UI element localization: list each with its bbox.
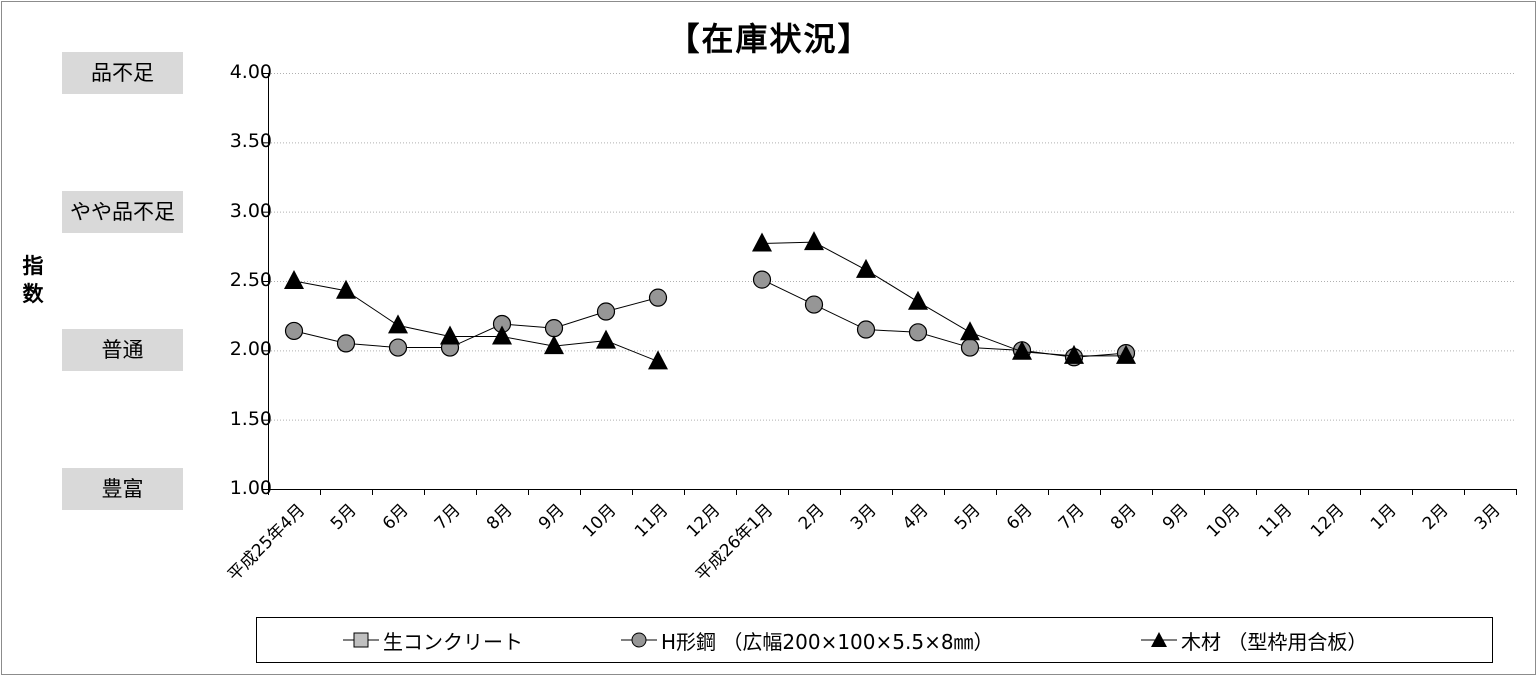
- legend-label: H形鋼 （広幅200×100×5.5×8㎜）: [661, 629, 994, 654]
- data-point-triangle: [648, 350, 668, 370]
- y-tick-label: 3.50: [229, 130, 272, 153]
- y-tick-label: 2.50: [229, 269, 272, 291]
- y-axis-label: 指数: [18, 252, 48, 308]
- data-point-triangle: [804, 231, 824, 251]
- chart-title: 【在庫状況】: [667, 20, 872, 58]
- y-tick-label: 1.50: [229, 407, 272, 430]
- data-point-triangle: [492, 325, 512, 345]
- data-point-circle: [648, 288, 668, 307]
- data-point-triangle: [1012, 340, 1032, 360]
- data-point-circle: [284, 321, 304, 341]
- circle-marker-icon: [621, 632, 657, 648]
- data-point-circle: [960, 338, 980, 357]
- data-point-triangle: [908, 290, 928, 310]
- data-point-triangle: [284, 270, 304, 289]
- legend-item-h-beam: H形鋼 （広幅200×100×5.5×8㎜）: [621, 618, 994, 662]
- y-tick-label: 1.00: [229, 477, 272, 499]
- legend-label: 生コンクリート: [383, 629, 523, 654]
- data-point-triangle: [1116, 344, 1136, 364]
- y-axis-label-char: 指数: [18, 252, 48, 308]
- data-point-triangle: [596, 329, 616, 349]
- level-label: 品不足: [62, 52, 183, 94]
- data-point-circle: [856, 320, 876, 339]
- y-axis-label-char: 指: [22, 254, 44, 278]
- data-point-circle: [336, 334, 356, 353]
- data-point-circle: [596, 302, 616, 321]
- level-label: 普通: [62, 329, 183, 372]
- legend-item-lumber: 木材 （型枠用合板）: [1141, 618, 1367, 662]
- y-axis-label-char: 数: [22, 282, 44, 306]
- legend: 生コンクリート H形鋼 （広幅200×100×5.5×8㎜） 木材 （型枠用合板…: [256, 617, 1493, 663]
- data-point-triangle: [544, 335, 564, 355]
- legend-label: 木材 （型枠用合板）: [1181, 629, 1368, 654]
- data-point-circle: [908, 323, 928, 342]
- data-point-triangle: [856, 258, 876, 278]
- data-point-circle: [544, 319, 564, 338]
- triangle-marker-icon: [1141, 632, 1177, 647]
- level-label: やや品不足: [62, 190, 183, 233]
- series-line: [761, 241, 1126, 357]
- data-point-circle: [752, 270, 772, 289]
- y-tick-label: 3.00: [229, 199, 272, 222]
- data-point-circle: [388, 338, 408, 357]
- y-tick-label: 4.00: [229, 61, 272, 83]
- data-point-triangle: [960, 321, 980, 341]
- legend-item-concrete: 生コンクリート: [343, 618, 523, 662]
- square-marker-icon: [343, 632, 379, 648]
- series-line: [761, 279, 1127, 358]
- y-tick-label: 2.00: [229, 338, 272, 361]
- data-point-triangle: [1064, 344, 1084, 364]
- data-point-triangle: [752, 232, 772, 252]
- data-point-triangle: [388, 314, 408, 334]
- data-point-circle: [804, 295, 824, 314]
- data-point-triangle: [440, 325, 460, 345]
- level-label: 豊富: [62, 468, 183, 510]
- data-point-triangle: [336, 279, 356, 299]
